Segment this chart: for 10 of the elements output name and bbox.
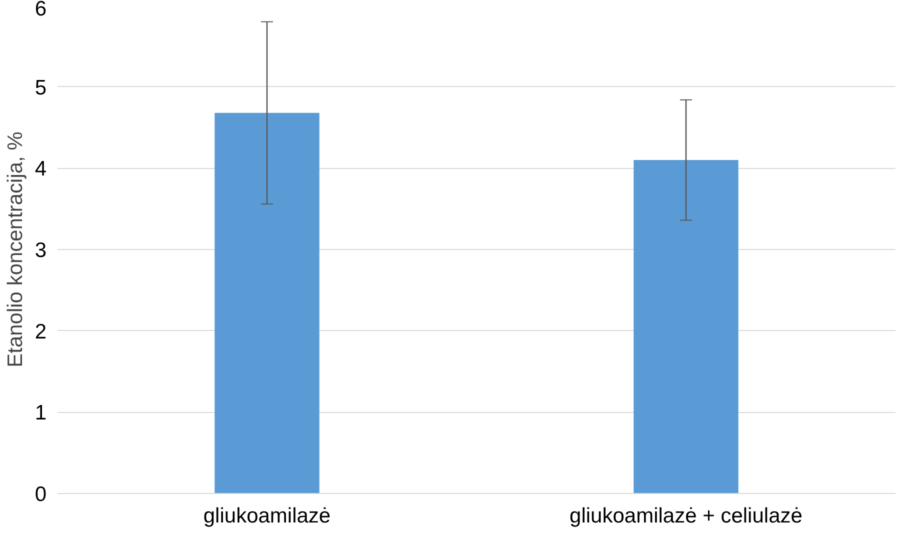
y-axis-title: Etanolio koncentracija, %	[4, 132, 27, 368]
y-tick-label: 0	[34, 483, 47, 506]
x-tick-label: gliukoamilazė	[203, 504, 331, 528]
y-tick-label: 6	[34, 0, 47, 20]
y-tick-label: 2	[34, 320, 47, 344]
y-tick-label: 4	[34, 158, 47, 181]
y-tick-label: 5	[34, 76, 47, 100]
x-tick-label: gliukoamilazė + celiulazė	[570, 504, 802, 528]
y-tick-label: 3	[34, 239, 47, 262]
y-tick-label: 1	[34, 402, 47, 425]
